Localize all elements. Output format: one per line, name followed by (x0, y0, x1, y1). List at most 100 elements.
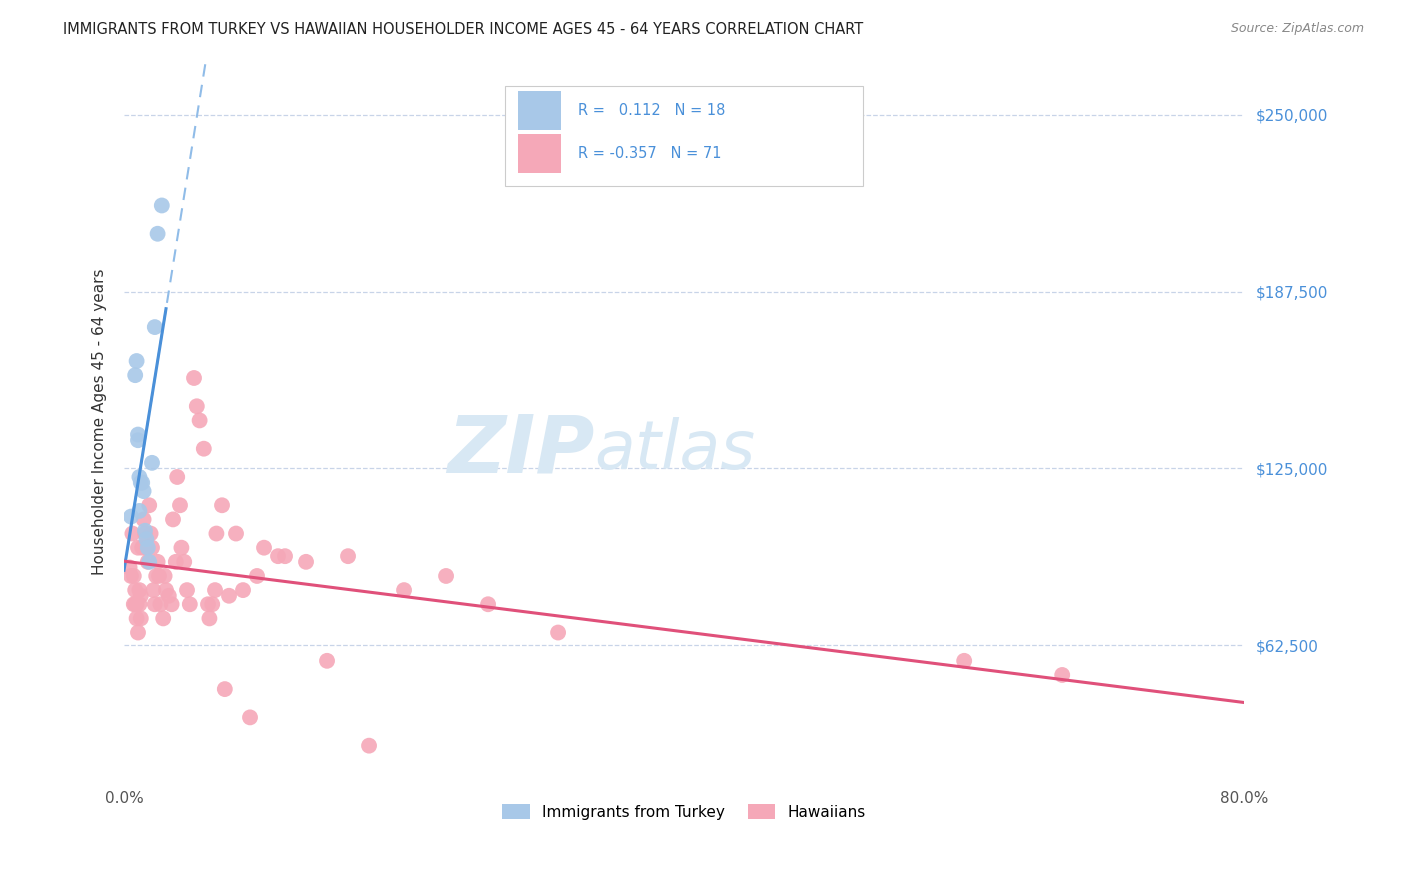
Point (145, 569, 167, 583)
Point (146, 555, 169, 569)
Point (173, 555, 195, 569)
Point (131, 541, 153, 555)
Point (547, 625, 569, 640)
Text: Source: ZipAtlas.com: Source: ZipAtlas.com (1230, 22, 1364, 36)
Point (166, 470, 188, 484)
Point (118, 560, 141, 574)
Point (127, 541, 149, 555)
Point (132, 512, 155, 526)
Point (160, 597, 183, 611)
Point (1050, 668, 1073, 682)
Point (188, 413, 211, 427)
Point (337, 549, 360, 564)
Point (267, 549, 290, 564)
Point (128, 504, 150, 518)
Point (198, 611, 221, 625)
Point (253, 541, 276, 555)
Text: R =   0.112   N = 18: R = 0.112 N = 18 (578, 103, 725, 118)
Point (246, 569, 269, 583)
Point (162, 512, 184, 526)
Point (186, 399, 208, 413)
Y-axis label: Householder Income Ages 45 - 64 years: Householder Income Ages 45 - 64 years (93, 268, 107, 575)
Point (127, 427, 149, 442)
Point (148, 569, 170, 583)
Point (122, 569, 145, 583)
Point (121, 526, 143, 541)
Point (218, 589, 240, 603)
Point (138, 498, 160, 512)
Point (129, 475, 152, 490)
Point (132, 484, 155, 499)
Point (120, 509, 142, 524)
Point (141, 541, 163, 555)
Point (134, 526, 156, 541)
Point (197, 597, 219, 611)
Point (214, 682, 236, 697)
Point (953, 654, 976, 668)
Point (136, 555, 159, 569)
Point (129, 611, 152, 625)
FancyBboxPatch shape (505, 86, 863, 186)
Point (135, 532, 157, 546)
Text: IMMIGRANTS FROM TURKEY VS HAWAIIAN HOUSEHOLDER INCOME AGES 45 - 64 YEARS CORRELA: IMMIGRANTS FROM TURKEY VS HAWAIIAN HOUSE… (63, 22, 863, 37)
Point (176, 583, 198, 598)
Point (136, 541, 159, 555)
Point (204, 583, 226, 598)
Text: ZIP: ZIP (447, 411, 595, 490)
Point (139, 526, 162, 541)
Point (146, 227, 169, 241)
Point (149, 597, 172, 611)
Point (142, 583, 165, 598)
Point (131, 475, 153, 490)
Point (232, 583, 254, 598)
Point (128, 470, 150, 484)
Bar (519, 91, 561, 130)
Point (127, 625, 149, 640)
Point (201, 597, 224, 611)
Point (128, 583, 150, 598)
Point (239, 710, 262, 724)
Point (125, 611, 148, 625)
Point (143, 320, 166, 334)
Point (138, 555, 160, 569)
Point (150, 198, 173, 212)
Point (225, 526, 247, 541)
Point (143, 597, 166, 611)
Point (169, 498, 191, 512)
Point (157, 589, 180, 603)
Point (179, 597, 201, 611)
Point (165, 555, 187, 569)
Bar (519, 134, 561, 173)
Point (152, 611, 174, 625)
Point (155, 583, 177, 598)
Point (129, 589, 152, 603)
Point (124, 583, 146, 598)
Point (141, 456, 163, 470)
Point (127, 434, 149, 448)
Point (193, 442, 215, 456)
Point (316, 654, 339, 668)
Point (170, 541, 193, 555)
Point (477, 597, 499, 611)
Point (120, 569, 142, 583)
Point (125, 354, 148, 368)
Point (134, 524, 156, 538)
Point (274, 549, 297, 564)
Point (125, 597, 148, 611)
Point (357, 739, 380, 753)
Point (434, 569, 457, 583)
Point (205, 526, 228, 541)
Legend: Immigrants from Turkey, Hawaiians: Immigrants from Turkey, Hawaiians (496, 797, 872, 826)
Point (122, 597, 145, 611)
Point (392, 583, 415, 598)
Point (153, 569, 176, 583)
Point (124, 597, 146, 611)
Point (135, 541, 157, 555)
Point (295, 555, 318, 569)
Text: atlas: atlas (595, 417, 755, 483)
Point (124, 368, 146, 383)
Point (128, 597, 150, 611)
Point (183, 371, 205, 385)
Point (211, 498, 233, 512)
Text: R = -0.357   N = 71: R = -0.357 N = 71 (578, 146, 721, 161)
